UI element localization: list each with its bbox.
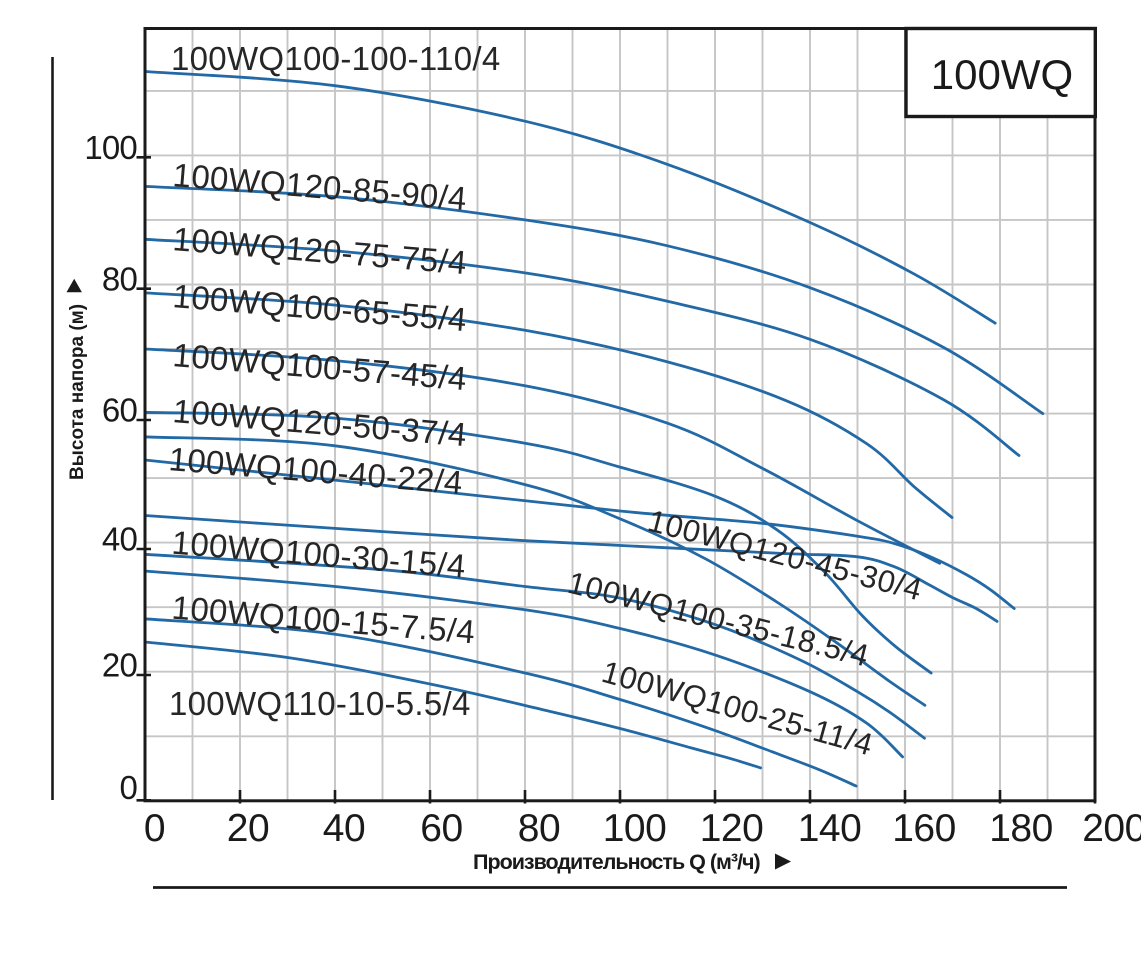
svg-text:100: 100 bbox=[603, 807, 667, 850]
svg-text:20: 20 bbox=[102, 647, 138, 684]
svg-text:80: 80 bbox=[102, 261, 138, 298]
svg-text:200: 200 bbox=[1082, 807, 1141, 850]
svg-text:100WQ110-10-5.5/4: 100WQ110-10-5.5/4 bbox=[169, 685, 471, 722]
svg-text:60: 60 bbox=[102, 392, 138, 429]
svg-text:140: 140 bbox=[798, 807, 862, 850]
svg-text:120: 120 bbox=[700, 807, 764, 850]
svg-text:60: 60 bbox=[420, 807, 462, 850]
svg-text:Производительность Q (м³/ч): Производительность Q (м³/ч) bbox=[473, 850, 761, 874]
svg-text:100WQ100-100-110/4: 100WQ100-100-110/4 bbox=[171, 40, 501, 77]
svg-text:0: 0 bbox=[144, 807, 165, 850]
svg-text:20: 20 bbox=[227, 807, 269, 850]
svg-text:Высота напора (м): Высота напора (м) bbox=[67, 304, 88, 480]
svg-text:100: 100 bbox=[84, 129, 137, 166]
svg-text:40: 40 bbox=[102, 521, 138, 558]
svg-text:0: 0 bbox=[119, 769, 137, 806]
svg-text:40: 40 bbox=[323, 807, 365, 850]
svg-text:100WQ: 100WQ bbox=[931, 51, 1073, 98]
svg-text:160: 160 bbox=[892, 807, 956, 850]
svg-text:80: 80 bbox=[518, 807, 560, 850]
svg-text:180: 180 bbox=[989, 807, 1053, 850]
